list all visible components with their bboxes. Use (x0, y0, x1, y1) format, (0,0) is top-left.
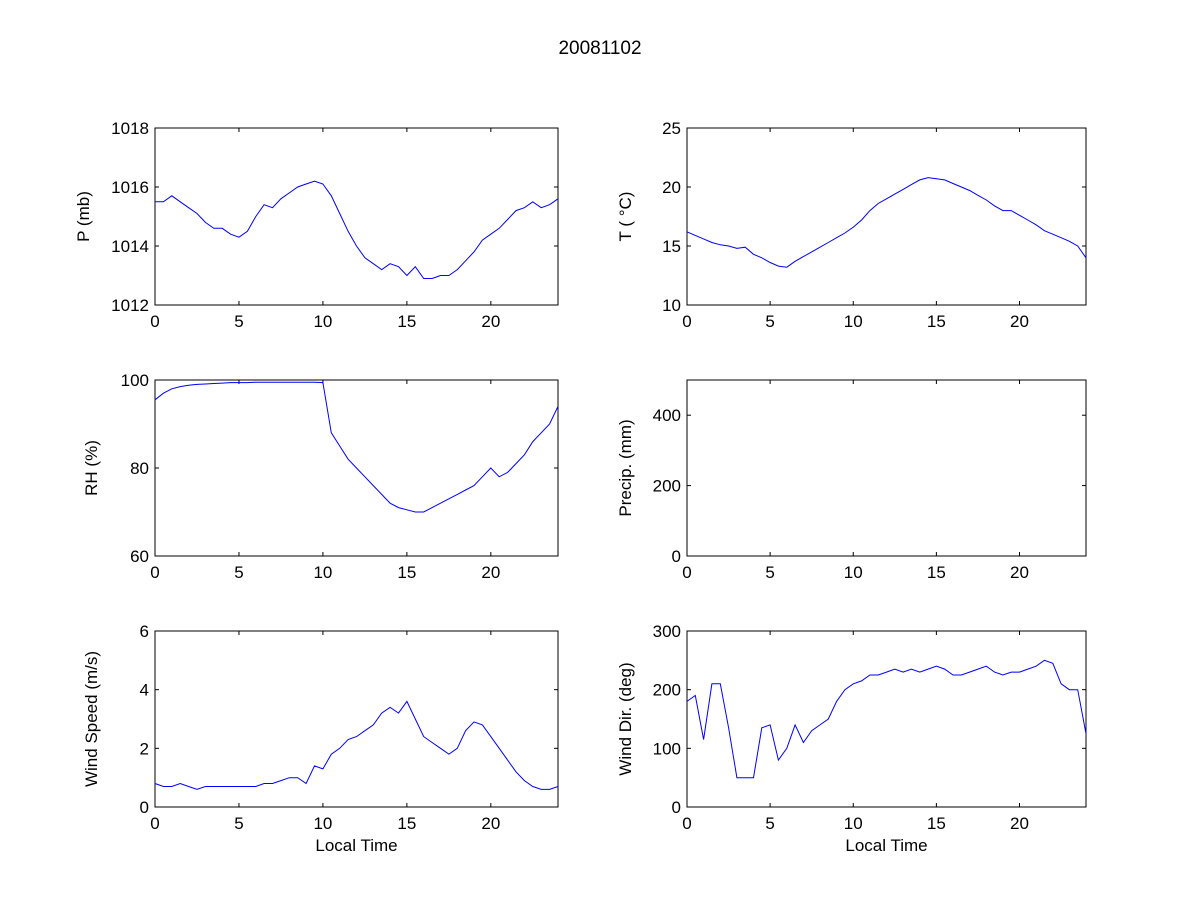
x-tick-label: 10 (313, 563, 332, 582)
subplot-humidity: 0 5 10 15 20 60 80 100 RH (%) (82, 371, 559, 582)
x-tick-label: 10 (313, 814, 332, 833)
y-tick-label: 200 (653, 681, 681, 700)
x-tick-label: 0 (682, 814, 691, 833)
data-series-line (154, 700, 559, 790)
y-tick-label: 200 (653, 477, 681, 496)
x-tick-label: 20 (1010, 563, 1029, 582)
x-tick-label: 20 (481, 312, 500, 331)
data-series-line (686, 177, 1087, 268)
x-tick-label: 10 (313, 312, 332, 331)
y-tick-label: 1014 (111, 237, 149, 256)
x-tick-label: 0 (150, 563, 159, 582)
x-tick-label: 20 (481, 814, 500, 833)
y-tick-label: 1018 (111, 119, 149, 138)
figure-title: 20081102 (558, 38, 641, 59)
x-tick-label: 15 (397, 312, 416, 331)
y-axis-label: Wind Speed (m/s) (82, 651, 101, 787)
y-tick-label: 0 (672, 547, 681, 566)
x-tick-label: 15 (927, 312, 946, 331)
y-tick-label: 300 (653, 622, 681, 641)
y-tick-label: 10 (662, 296, 681, 315)
data-series-line (155, 180, 559, 279)
y-axis-label: Precip. (mm) (616, 419, 635, 516)
x-tick-label: 20 (1010, 814, 1029, 833)
y-tick-label: 2 (140, 739, 149, 758)
x-tick-label: 10 (844, 312, 863, 331)
y-tick-label: 15 (662, 237, 681, 256)
x-tick-label: 0 (150, 814, 159, 833)
axes-box (686, 630, 1087, 808)
data-series-line (686, 659, 1087, 779)
x-tick-label: 15 (927, 563, 946, 582)
y-tick-label: 100 (653, 739, 681, 758)
axes-box (686, 127, 1087, 306)
x-tick-label: 20 (1010, 312, 1029, 331)
y-tick-label: 1016 (111, 178, 149, 197)
subplot-wind-speed: 0 5 10 15 20 0 2 4 6 Wind Speed (m/s) Local Time (82, 622, 559, 855)
x-tick-label: 0 (150, 312, 159, 331)
subplot-pressure: 0 5 10 15 20 1012 1014 1016 1018 P (mb) (74, 119, 559, 331)
y-tick-label: 1012 (111, 296, 149, 315)
y-axis-label: P (mb) (74, 191, 93, 242)
x-tick-label: 5 (234, 814, 243, 833)
y-axis-label: RH (%) (82, 440, 101, 496)
x-tick-label: 0 (682, 563, 691, 582)
axes-box (154, 127, 559, 306)
x-tick-label: 5 (765, 814, 774, 833)
x-tick-label: 10 (844, 814, 863, 833)
x-tick-label: 15 (397, 563, 416, 582)
y-tick-label: 60 (130, 547, 149, 566)
y-tick-label: 0 (672, 798, 681, 817)
axes-box (154, 630, 559, 808)
subplot-temperature: 0 5 10 15 20 10 15 20 25 T ( °C) (616, 119, 1087, 331)
x-tick-label: 5 (234, 312, 243, 331)
y-tick-label: 400 (653, 406, 681, 425)
x-tick-label: 5 (765, 312, 774, 331)
axes-box (686, 379, 1087, 557)
x-tick-label: 15 (397, 814, 416, 833)
y-tick-label: 6 (140, 622, 149, 641)
x-tick-label: 5 (234, 563, 243, 582)
y-axis-label: Wind Dir. (deg) (616, 662, 635, 775)
x-tick-label: 15 (927, 814, 946, 833)
y-tick-label: 100 (121, 371, 149, 390)
x-tick-label: 10 (844, 563, 863, 582)
x-tick-label: 20 (481, 563, 500, 582)
y-tick-label: 4 (140, 681, 149, 700)
x-axis-label: Local Time (845, 836, 927, 855)
y-tick-label: 0 (140, 798, 149, 817)
y-tick-label: 80 (130, 459, 149, 478)
x-tick-label: 0 (682, 312, 691, 331)
y-tick-label: 25 (662, 119, 681, 138)
x-tick-label: 5 (765, 563, 774, 582)
y-tick-label: 20 (662, 178, 681, 197)
x-axis-label: Local Time (315, 836, 397, 855)
data-series-line (154, 381, 559, 513)
y-axis-label: T ( °C) (616, 192, 635, 242)
